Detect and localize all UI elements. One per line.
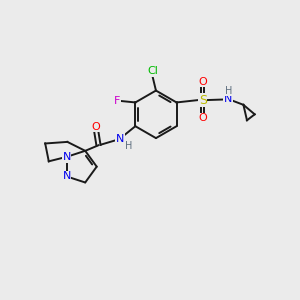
Text: O: O (198, 113, 207, 124)
Text: O: O (198, 76, 207, 87)
Text: N: N (116, 134, 124, 144)
Text: H: H (225, 85, 232, 96)
Text: F: F (114, 96, 120, 106)
Text: S: S (199, 94, 207, 106)
Text: N: N (62, 152, 71, 162)
Text: H: H (124, 141, 132, 151)
Text: N: N (62, 171, 71, 182)
Text: N: N (224, 94, 232, 104)
Text: O: O (91, 122, 100, 132)
Text: Cl: Cl (147, 66, 158, 76)
